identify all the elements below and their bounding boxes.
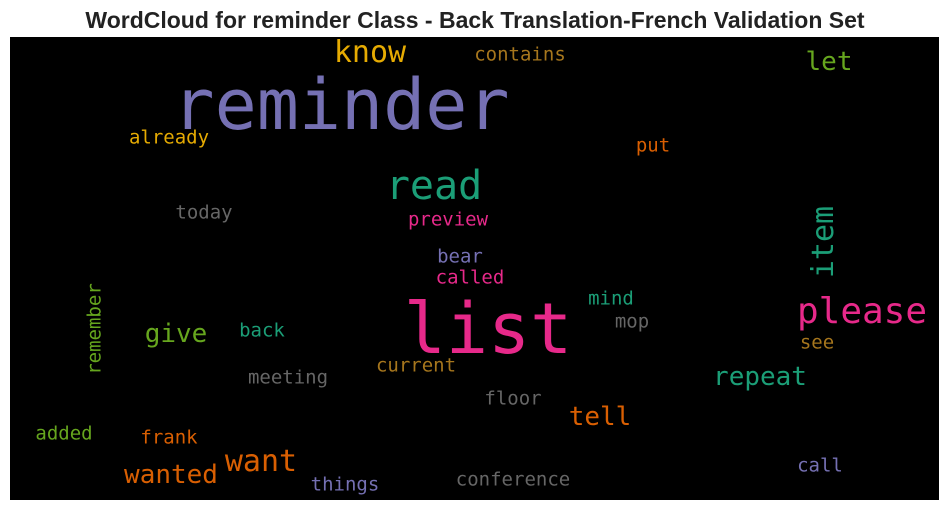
word-already: already [128,126,210,149]
word-today: today [175,201,233,224]
word-know: know [333,37,407,70]
word-see: see [799,331,835,354]
word-want: want [224,444,298,479]
word-repeat: repeat [713,362,807,392]
word-item: item [806,205,841,279]
word-mind: mind [588,287,634,310]
word-tell: tell [568,402,632,432]
word-let: let [805,47,853,77]
word-give: give [144,319,208,349]
word-bear: bear [437,245,483,268]
word-things: things [310,473,380,496]
word-meeting: meeting [247,366,329,389]
word-current: current [375,354,457,377]
word-added: added [35,422,93,445]
word-conference: conference [455,468,571,491]
word-contains: contains [474,43,566,66]
word-wanted: wanted [124,460,218,490]
word-reminder: reminder [172,64,510,146]
word-mop: mop [614,310,650,333]
word-floor: floor [484,387,542,410]
word-read: read [385,163,483,209]
word-preview: preview [407,208,489,231]
word-called: called [435,266,505,289]
word-back: back [239,319,285,342]
chart-title: WordCloud for reminder Class - Back Tran… [85,7,865,33]
word-call: call [797,454,843,477]
word-put: put [635,134,671,157]
word-remember: remember [83,283,106,375]
word-cloud: reminder list read please item know want… [10,37,939,500]
word-frank: frank [140,426,198,449]
word-list: list [403,288,573,370]
word-please: please [796,291,928,332]
